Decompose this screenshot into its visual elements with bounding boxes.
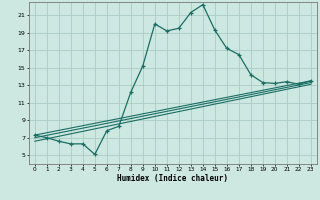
X-axis label: Humidex (Indice chaleur): Humidex (Indice chaleur) bbox=[117, 174, 228, 183]
